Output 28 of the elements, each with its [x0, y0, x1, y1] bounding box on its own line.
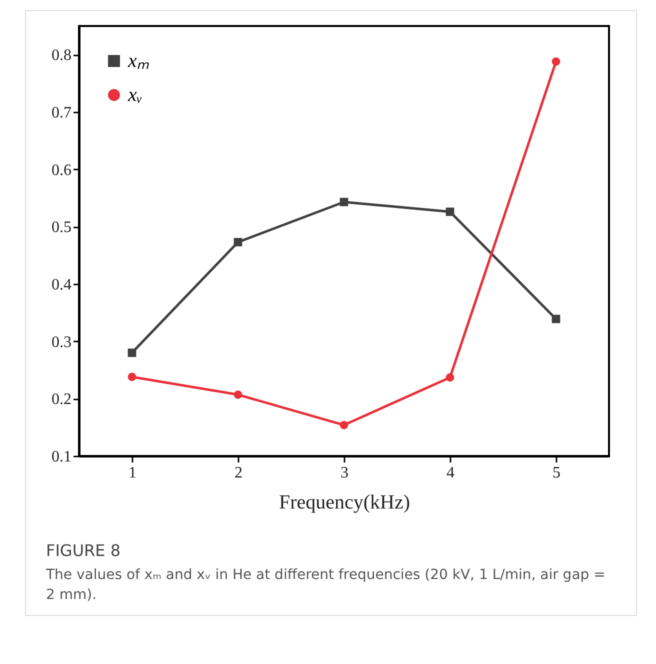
x-tick-label: 1	[128, 464, 136, 482]
point	[552, 314, 560, 324]
point	[128, 348, 136, 357]
x-tick-label: 5	[552, 464, 560, 482]
point	[340, 198, 348, 206]
y-tick-label: 0.2	[52, 391, 72, 408]
y-tick-label: 0.3	[52, 334, 72, 351]
point	[128, 372, 136, 382]
y-tick-label: 0.6	[52, 162, 72, 179]
text: The values of xₘ and xᵥ in He at different frequencies (20 kV, 1 L/min, air gap = 2 mm).	[46, 566, 606, 605]
y-tick-label: 0.5	[52, 219, 72, 236]
point	[552, 57, 560, 66]
y-tick-label: 0.7	[52, 104, 72, 122]
point	[340, 420, 348, 430]
y-tick-label: 0.8	[52, 47, 72, 64]
x-tick-label: 2	[234, 464, 242, 482]
x-tick-label: 4	[446, 464, 454, 482]
x-tick-label: 3	[340, 464, 348, 482]
legend-label: xᵥ	[127, 84, 142, 106]
y-tick-label: 0.1	[52, 448, 72, 466]
point	[234, 390, 242, 399]
y-tick-label: 0.4	[52, 276, 72, 294]
caption: FIGURE 8	[46, 541, 122, 561]
x-axis-title: Frequency(kHz)	[278, 492, 410, 514]
point	[234, 238, 242, 246]
point	[446, 208, 454, 216]
legend-label: xₘ	[127, 50, 149, 72]
point	[446, 373, 454, 382]
